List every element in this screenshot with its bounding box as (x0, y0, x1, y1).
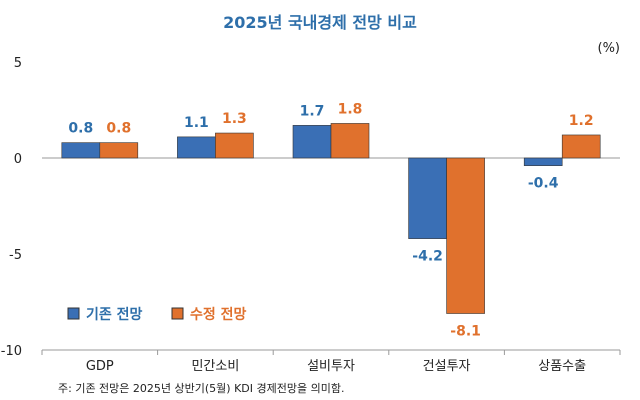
legend: 기존 전망 수정 전망 (67, 306, 247, 323)
bar-after (215, 132, 254, 159)
bar-after (330, 123, 370, 159)
bar-before (408, 157, 447, 239)
unit-label: (%) (598, 41, 621, 56)
bar-after (99, 142, 139, 159)
y-tick-label: 5 (14, 56, 22, 71)
bar-before (523, 157, 563, 166)
data-label-before: 0.8 (68, 121, 93, 137)
x-tick-label: 민간소비 (191, 359, 239, 374)
data-label-before: -0.4 (528, 176, 559, 192)
y-tick-label: -10 (1, 344, 22, 359)
plot-area: 5 0 -5 -10 GDP 0.8 0.8 민간소비 1.1 1.3 설비투자 1.7 1.8 건설투자… (1, 56, 621, 374)
data-label-before: -4.2 (412, 249, 443, 265)
bar-after (561, 134, 601, 159)
footnote: 주: 기존 전망은 2025년 상반기(5월) KDI 경제전망을 의미함. (58, 382, 344, 395)
y-tick-label: 0 (14, 152, 22, 167)
legend-label-before: 기존 전망 (86, 306, 143, 323)
data-label-after: 1.3 (222, 111, 247, 127)
x-tick-label: GDP (86, 359, 114, 374)
data-label-after: -8.1 (450, 324, 481, 340)
data-label-after: 1.8 (338, 101, 363, 117)
legend-swatch-after (171, 307, 184, 320)
y-tick-label: -5 (9, 248, 22, 263)
bar-before (61, 142, 101, 159)
bar-before (177, 136, 216, 159)
legend-swatch-before (67, 307, 80, 320)
data-label-before: 1.1 (184, 115, 209, 131)
x-tick-label: 상품수출 (538, 359, 586, 374)
x-tick-label: 설비투자 (307, 359, 355, 374)
bar-after (446, 157, 485, 314)
data-label-before: 1.7 (300, 103, 325, 119)
x-tick-label: 건설투자 (423, 359, 471, 374)
chart-title: 2025년 국내경제 전망 비교 (223, 13, 417, 32)
legend-label-after: 수정 전망 (190, 306, 247, 323)
bar-before (292, 125, 332, 159)
data-label-after: 0.8 (106, 121, 131, 137)
data-label-after: 1.2 (569, 113, 594, 129)
